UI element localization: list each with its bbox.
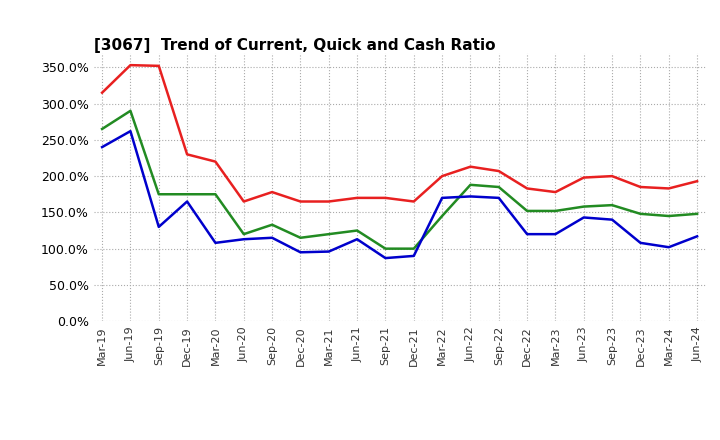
Quick Ratio: [98, 126, 107, 132]
Quick Ratio: [296, 235, 305, 240]
Quick Ratio: [466, 182, 474, 187]
Current Ratio: [636, 184, 644, 190]
Cash Ratio: [183, 199, 192, 204]
Line: Cash Ratio: Cash Ratio: [102, 131, 697, 258]
Quick Ratio: [438, 213, 446, 219]
Quick Ratio: [183, 191, 192, 197]
Current Ratio: [466, 164, 474, 169]
Cash Ratio: [296, 249, 305, 255]
Quick Ratio: [211, 191, 220, 197]
Quick Ratio: [240, 231, 248, 237]
Cash Ratio: [665, 245, 673, 250]
Quick Ratio: [381, 246, 390, 251]
Cash Ratio: [495, 195, 503, 201]
Current Ratio: [211, 159, 220, 164]
Line: Quick Ratio: Quick Ratio: [102, 111, 697, 249]
Current Ratio: [268, 190, 276, 195]
Cash Ratio: [608, 217, 616, 222]
Current Ratio: [240, 199, 248, 204]
Current Ratio: [381, 195, 390, 201]
Quick Ratio: [268, 222, 276, 227]
Quick Ratio: [353, 228, 361, 233]
Current Ratio: [98, 90, 107, 95]
Current Ratio: [183, 152, 192, 157]
Current Ratio: [693, 179, 701, 184]
Quick Ratio: [580, 204, 588, 209]
Current Ratio: [155, 63, 163, 69]
Cash Ratio: [353, 237, 361, 242]
Cash Ratio: [693, 234, 701, 239]
Line: Current Ratio: Current Ratio: [102, 65, 697, 202]
Cash Ratio: [240, 237, 248, 242]
Current Ratio: [296, 199, 305, 204]
Quick Ratio: [155, 191, 163, 197]
Quick Ratio: [325, 231, 333, 237]
Current Ratio: [495, 169, 503, 174]
Quick Ratio: [126, 108, 135, 114]
Current Ratio: [325, 199, 333, 204]
Cash Ratio: [268, 235, 276, 240]
Cash Ratio: [155, 224, 163, 230]
Text: [3067]  Trend of Current, Quick and Cash Ratio: [3067] Trend of Current, Quick and Cash …: [94, 38, 495, 53]
Cash Ratio: [580, 215, 588, 220]
Quick Ratio: [495, 184, 503, 190]
Quick Ratio: [410, 246, 418, 251]
Cash Ratio: [381, 256, 390, 261]
Cash Ratio: [466, 194, 474, 199]
Cash Ratio: [551, 231, 559, 237]
Current Ratio: [665, 186, 673, 191]
Current Ratio: [410, 199, 418, 204]
Current Ratio: [523, 186, 531, 191]
Quick Ratio: [693, 211, 701, 216]
Current Ratio: [608, 173, 616, 179]
Cash Ratio: [211, 240, 220, 246]
Quick Ratio: [551, 208, 559, 213]
Current Ratio: [580, 175, 588, 180]
Quick Ratio: [523, 208, 531, 213]
Cash Ratio: [523, 231, 531, 237]
Cash Ratio: [636, 240, 644, 246]
Quick Ratio: [665, 213, 673, 219]
Quick Ratio: [636, 211, 644, 216]
Current Ratio: [126, 62, 135, 68]
Cash Ratio: [325, 249, 333, 254]
Cash Ratio: [126, 128, 135, 134]
Quick Ratio: [608, 202, 616, 208]
Current Ratio: [438, 173, 446, 179]
Cash Ratio: [98, 144, 107, 150]
Current Ratio: [353, 195, 361, 201]
Current Ratio: [551, 190, 559, 195]
Cash Ratio: [438, 195, 446, 201]
Cash Ratio: [410, 253, 418, 259]
